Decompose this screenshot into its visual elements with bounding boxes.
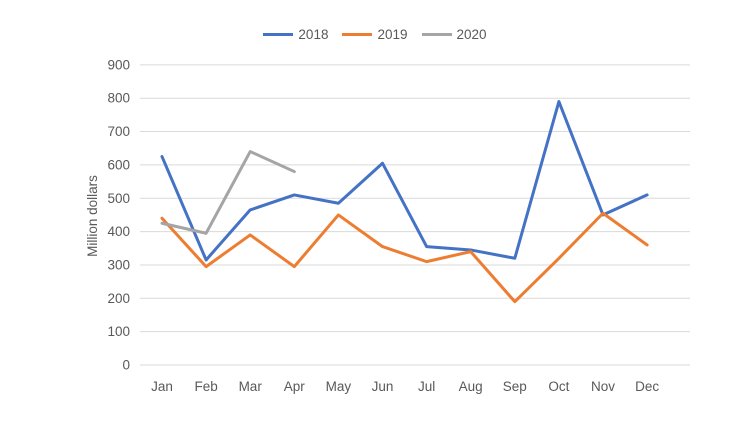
y-tick-label: 500 — [107, 191, 130, 206]
legend-label-2020: 2020 — [456, 27, 487, 42]
series-line-2020 — [160, 150, 296, 235]
y-tick-label: 600 — [107, 157, 130, 172]
legend-label-2019: 2019 — [377, 27, 408, 42]
x-axis-label: Jun — [372, 379, 394, 394]
y-tick-label: 200 — [107, 291, 130, 306]
series-line-2018 — [160, 100, 649, 262]
legend-label-2018: 2018 — [298, 27, 329, 42]
x-axis-label: Apr — [284, 379, 306, 394]
x-axis-label: Oct — [548, 379, 569, 394]
x-axis-label: Dec — [635, 379, 659, 394]
x-axis-label: Mar — [239, 379, 263, 394]
y-axis-title: Million dollars — [85, 175, 100, 257]
y-tick-label: 100 — [107, 324, 130, 339]
legend-item-2020: 2020 — [421, 27, 487, 42]
chart-legend: 2018 2019 2020 — [0, 28, 750, 42]
legend-line-swatch-2020 — [421, 33, 452, 37]
legend-line-swatch-2018 — [263, 33, 294, 37]
x-axis-label: Jan — [151, 379, 173, 394]
x-axis-label: Jul — [418, 379, 435, 394]
legend-item-2019: 2019 — [342, 27, 408, 42]
legend-item-2018: 2018 — [263, 28, 328, 42]
x-axis-label: Feb — [194, 379, 217, 394]
y-tick-label: 700 — [107, 124, 130, 139]
x-axis-label: May — [326, 379, 352, 394]
x-axis-label: Aug — [459, 379, 483, 394]
y-tick-label: 0 — [122, 358, 130, 373]
series-line-2019 — [160, 211, 649, 304]
y-tick-label: 400 — [107, 224, 130, 239]
y-tick-label: 900 — [107, 57, 130, 72]
y-tick-label: 300 — [107, 257, 130, 272]
y-tick-label: 800 — [107, 91, 130, 106]
x-axis-label: Nov — [591, 379, 615, 394]
x-axis-label: Sep — [503, 379, 527, 394]
legend-line-swatch-2019 — [342, 33, 373, 37]
